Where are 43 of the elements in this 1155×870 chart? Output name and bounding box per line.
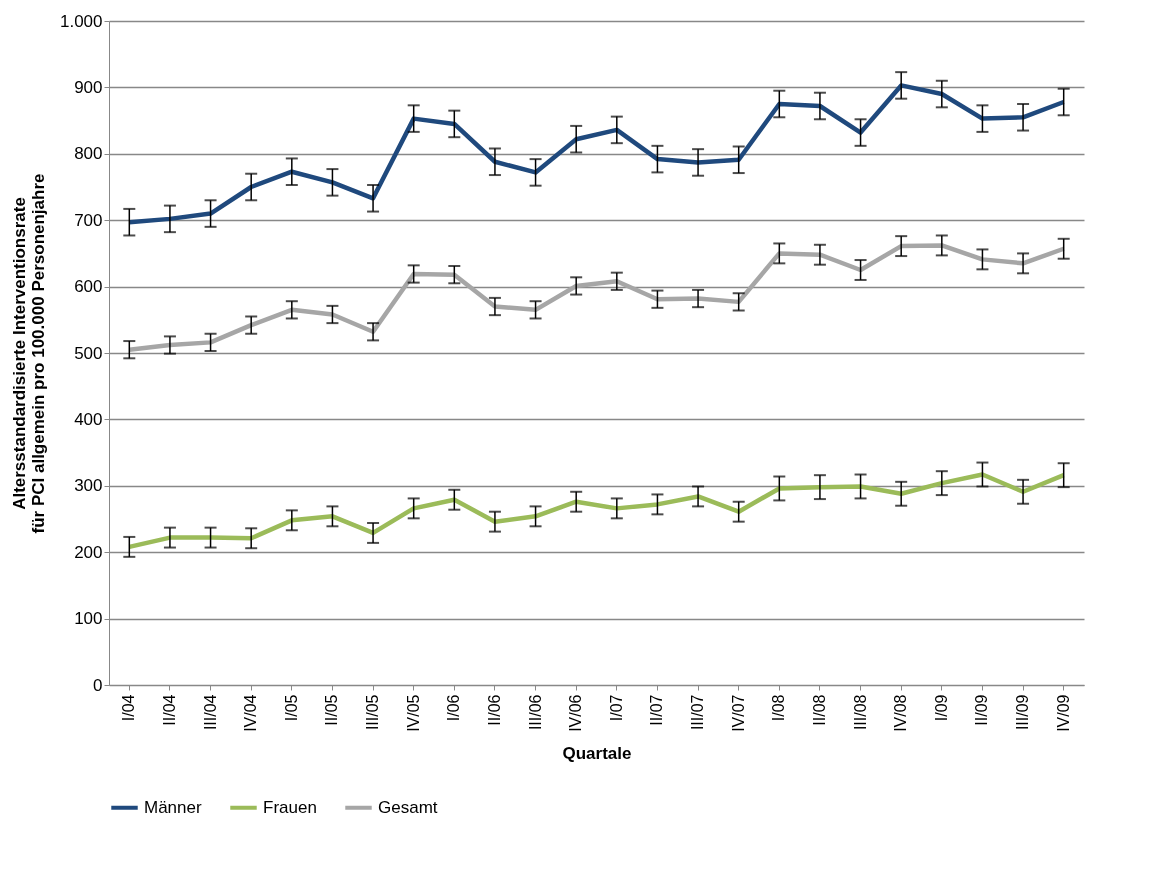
y-tick-label: 100 <box>74 609 103 629</box>
x-tick-label: III/04 <box>201 694 219 731</box>
x-tick-label: I/05 <box>282 694 300 722</box>
line-series <box>127 472 1066 550</box>
legend-label: Frauen <box>263 797 317 817</box>
y-tick-label: 200 <box>74 542 103 562</box>
y-tick-label: 900 <box>74 77 103 97</box>
legend-label: Gesamt <box>378 797 438 817</box>
x-tick-label: I/09 <box>932 694 950 722</box>
x-tick-label: III/08 <box>851 694 869 731</box>
x-tick-label: II/08 <box>810 694 828 726</box>
x-tick-label: II/05 <box>323 694 341 726</box>
y-tick-label: 800 <box>74 144 103 164</box>
x-tick-label: III/06 <box>526 694 544 731</box>
legend-label: Männer <box>144 797 202 817</box>
y-tick-label: 300 <box>74 476 103 496</box>
x-tick-label: I/04 <box>120 694 138 722</box>
x-tick-label: IV/05 <box>404 694 422 732</box>
x-tick-label: II/07 <box>648 694 666 726</box>
x-tick-label: II/09 <box>973 694 991 726</box>
x-tick-label: IV/09 <box>1054 694 1072 732</box>
x-tick-label: III/07 <box>689 694 707 731</box>
x-tick-label: III/09 <box>1014 694 1032 731</box>
x-tick-label: I/07 <box>607 694 625 722</box>
y-tick-label: 600 <box>74 277 103 297</box>
x-tick-label: II/06 <box>485 694 503 726</box>
y-tick-label: 700 <box>74 210 103 230</box>
x-axis-title: Quartale <box>562 743 632 763</box>
line-series <box>127 83 1066 225</box>
y-tick-label: 1.000 <box>59 11 103 31</box>
y-tick-label: 500 <box>74 343 103 363</box>
x-tick-label: III/05 <box>364 694 382 731</box>
x-tick-label: IV/06 <box>567 694 585 732</box>
y-tick-label: 0 <box>93 675 103 695</box>
line-series <box>127 243 1066 352</box>
x-tick-label: IV/04 <box>242 694 260 732</box>
y-axis-title: Altersstandardisierte Interventionsrate für PCI allgemein pro 100.000 Personenjahre <box>9 173 48 534</box>
y-tick-label: 400 <box>74 409 103 429</box>
x-tick-label: IV/07 <box>729 694 747 732</box>
x-tick-label: I/08 <box>770 694 788 722</box>
x-tick-label: II/04 <box>160 694 178 726</box>
x-tick-label: I/06 <box>445 694 463 722</box>
x-tick-label: IV/08 <box>892 694 910 732</box>
